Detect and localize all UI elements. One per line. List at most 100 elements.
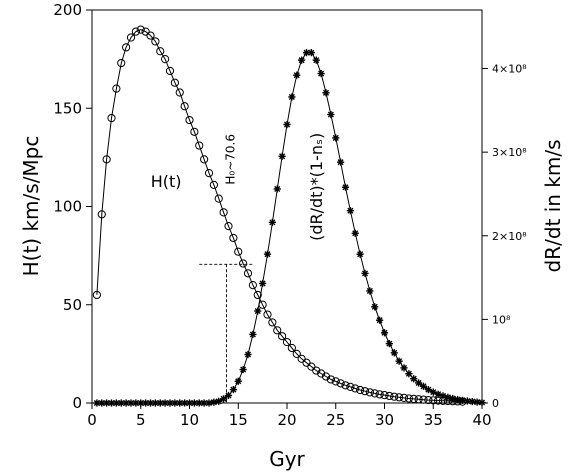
h-point xyxy=(292,349,301,358)
drdt-point xyxy=(244,350,252,359)
h-point xyxy=(399,393,409,402)
series-line-0 xyxy=(96,29,463,403)
h-point xyxy=(390,392,399,401)
h-point xyxy=(419,395,428,404)
h-point xyxy=(273,326,282,335)
h-point xyxy=(370,389,379,398)
drdt-point xyxy=(322,89,330,97)
h-point xyxy=(112,84,121,93)
h-point xyxy=(161,55,170,64)
h-point xyxy=(385,391,394,401)
drdt-point xyxy=(454,395,462,404)
h-point xyxy=(219,208,228,217)
y2-tick-label: 2×10⁸ xyxy=(492,230,527,243)
drdt-point xyxy=(298,56,306,64)
drdt-point xyxy=(283,120,291,129)
drdt-point xyxy=(220,395,228,403)
h-point xyxy=(375,390,384,399)
x-tick-label: 40 xyxy=(472,411,491,429)
drdt-point xyxy=(181,399,189,407)
h-point xyxy=(341,381,350,390)
h-point xyxy=(360,387,370,396)
y-tick-label: 100 xyxy=(53,198,82,216)
h-point xyxy=(92,290,101,300)
drdt-point xyxy=(239,365,247,374)
x-axis-ticks: 0 5 10 15 20 25 30 35 40 xyxy=(87,403,492,429)
x-tick-label: 0 xyxy=(87,411,97,429)
annotations: H(t) (dR/dt)*(1-nₛ) H₀~70.6 xyxy=(151,133,326,241)
h-point xyxy=(126,33,136,42)
drdt-point xyxy=(312,56,320,64)
drdt-point xyxy=(380,329,389,337)
h-point xyxy=(175,88,184,97)
h-point xyxy=(331,377,340,386)
drdt-point xyxy=(268,218,276,226)
h-point xyxy=(282,337,292,347)
h-point xyxy=(248,281,257,290)
drdt-point xyxy=(278,152,286,160)
h-point xyxy=(278,332,287,341)
drdt-point xyxy=(341,183,350,191)
drdt-point xyxy=(317,69,325,78)
drdt-point xyxy=(224,391,233,400)
reference-lines xyxy=(92,263,482,404)
drdt-point xyxy=(366,287,374,295)
h-point xyxy=(239,259,248,268)
drdt-point xyxy=(400,364,408,372)
h-point xyxy=(165,66,175,76)
h-point xyxy=(380,391,389,400)
x-tick-label: 15 xyxy=(229,411,248,429)
annotation-0: H(t) xyxy=(151,172,182,191)
drdt-point xyxy=(395,357,403,365)
h-point xyxy=(170,78,179,87)
y-axis-title: H(t) km/s/Mpc xyxy=(19,136,43,277)
h-point xyxy=(204,168,214,178)
h-point xyxy=(409,394,418,403)
h-point xyxy=(156,47,165,56)
drdt-point xyxy=(117,399,125,407)
drdt-point xyxy=(405,370,413,378)
h-point xyxy=(117,58,126,68)
h-point xyxy=(336,379,345,388)
h-point xyxy=(195,141,204,150)
drdt-point xyxy=(419,382,428,390)
h-point xyxy=(287,343,296,353)
x-tick-label: 35 xyxy=(424,411,443,429)
h-point xyxy=(214,194,223,203)
drdt-point xyxy=(259,279,267,288)
drdt-point xyxy=(263,250,272,258)
drdt-point xyxy=(473,398,481,406)
x-tick-label: 25 xyxy=(326,411,345,429)
h-point xyxy=(268,318,277,327)
y-tick-label: 0 xyxy=(72,394,82,412)
h-point xyxy=(151,37,160,46)
h-point xyxy=(185,115,194,125)
drdt-point xyxy=(463,397,471,405)
drdt-point xyxy=(361,269,369,277)
h-point xyxy=(234,247,243,256)
drdt-point xyxy=(410,375,418,383)
x-axis-title: Gyr xyxy=(269,447,305,471)
h-point xyxy=(351,384,360,393)
drdt-point xyxy=(137,399,145,407)
drdt-point xyxy=(254,307,262,315)
h-point xyxy=(224,222,233,231)
h-point xyxy=(209,180,218,189)
h-point xyxy=(365,388,374,397)
h-point xyxy=(404,394,413,403)
y2-axis-ticks: 0 10⁸ 2×10⁸ 3×10⁸ 4×10⁸ xyxy=(482,63,527,410)
drdt-point xyxy=(444,393,452,401)
drdt-point xyxy=(234,377,242,385)
drdt-point xyxy=(273,185,281,193)
drdt-point xyxy=(415,379,423,387)
drdt-point xyxy=(337,158,345,166)
y2-tick-label: 4×10⁸ xyxy=(492,63,527,76)
h-point xyxy=(297,354,306,363)
h-point xyxy=(346,382,355,391)
series-markers xyxy=(92,25,486,407)
y2-tick-label: 0 xyxy=(492,397,499,410)
h-point xyxy=(97,210,106,219)
drdt-point xyxy=(205,399,213,407)
drdt-point xyxy=(356,250,364,258)
